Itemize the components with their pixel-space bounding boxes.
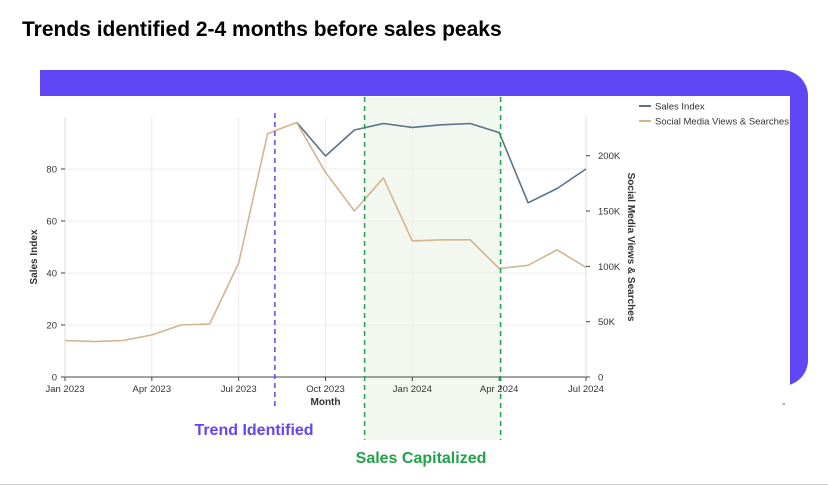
y-right-tick-label: 0 <box>598 373 603 384</box>
y-right-tick-label: 50K <box>598 317 616 328</box>
y-left-tick-label: 20 <box>46 321 57 332</box>
sales-index-line <box>295 121 587 204</box>
y-left-axis-title: Sales Index <box>29 229 40 284</box>
x-tick-label: Apr 2023 <box>133 384 172 395</box>
bottom-divider <box>0 484 828 485</box>
social-media-views-searches-line <box>64 121 587 343</box>
y-left-tick-label: 40 <box>46 269 57 280</box>
y-right-tick-label: 150K <box>598 207 621 218</box>
x-tick-label: Jan 2024 <box>393 384 432 395</box>
trend-identified-label: Trend Identified <box>194 422 313 439</box>
y-left-tick-label: 80 <box>46 165 57 176</box>
x-tick-label: Apr 2024 <box>480 384 519 395</box>
x-tick-label: Jul 2023 <box>221 384 257 395</box>
sales-capitalized-label: Sales Capitalized <box>356 450 487 467</box>
x-tick-label: Jan 2023 <box>45 384 84 395</box>
y-left-tick-label: 60 <box>46 217 57 228</box>
y-left-tick-label: 0 <box>52 373 57 384</box>
legend-label: Social Media Views & Searches <box>655 117 789 128</box>
x-tick-label: Oct 2023 <box>306 384 345 395</box>
x-axis-title: Month <box>311 397 341 408</box>
y-right-tick-label: 200K <box>598 151 621 162</box>
sales-capitalized-region <box>364 97 501 440</box>
legend-label: Sales Index <box>655 102 705 113</box>
y-right-axis-title: Social Media Views & Searches <box>625 173 636 322</box>
x-tick-label: Jul 2024 <box>568 384 604 395</box>
y-right-tick-label: 100K <box>598 262 621 273</box>
page-title: Trends identified 2-4 months before sale… <box>22 18 502 41</box>
footnote-mark: - <box>782 398 786 410</box>
